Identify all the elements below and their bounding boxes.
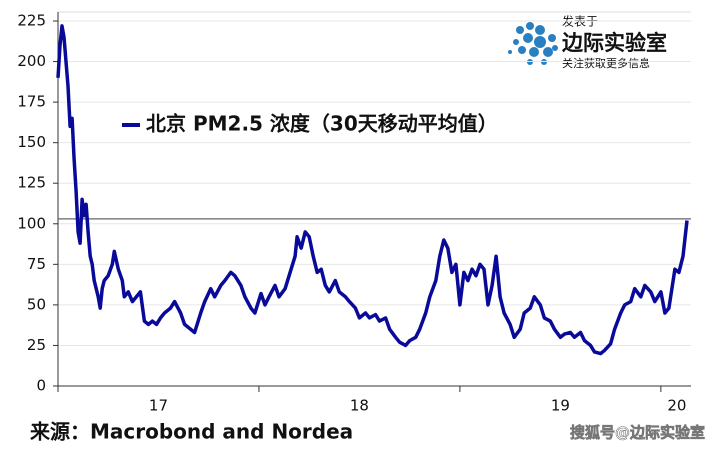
x-tick-label: 18 bbox=[350, 397, 369, 415]
y-tick-label: 100 bbox=[17, 214, 46, 232]
source: 来源：Macrobond and Nordea bbox=[29, 420, 353, 444]
y-tick-label: 175 bbox=[17, 93, 46, 111]
y-tick-label: 25 bbox=[27, 336, 46, 354]
y-tick-label: 0 bbox=[36, 377, 46, 395]
logo-tagline: 关注获取更多信息 bbox=[562, 56, 650, 70]
logo-name: 边际实验室 bbox=[562, 31, 667, 55]
x-tick-label: 19 bbox=[551, 397, 570, 415]
y-tick-label: 125 bbox=[17, 174, 46, 192]
line-series bbox=[56, 24, 689, 356]
legend-label: 北京 PM2.5 浓度（30天移动平均值） bbox=[146, 112, 498, 136]
x-tick-label: 17 bbox=[149, 397, 168, 415]
y-tick-label: 50 bbox=[27, 295, 46, 313]
y-tick-label: 225 bbox=[17, 12, 46, 30]
y-tick-label: 150 bbox=[17, 133, 46, 151]
y-tick-label: 75 bbox=[27, 255, 46, 273]
x-tick-label: 20 bbox=[667, 397, 686, 415]
watermark: 搜狐号@边际实验室 bbox=[570, 424, 705, 442]
y-tick-label: 200 bbox=[17, 52, 46, 70]
